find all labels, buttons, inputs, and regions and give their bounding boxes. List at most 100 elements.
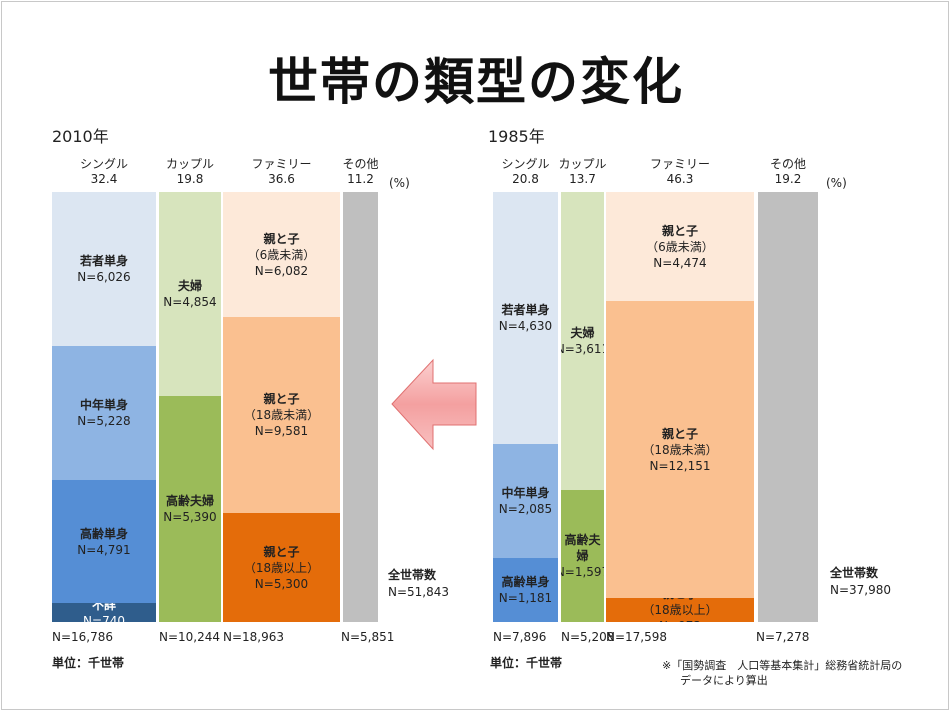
segment-count: N=973 [659,618,701,622]
bar-segment: 高齢単身 N=4,791 [52,480,156,603]
category-name: シングル [79,157,128,171]
bar-segment [758,192,818,622]
segment-subname: （18歳以上） [642,603,718,617]
segment-count: N=5,228 [77,414,131,428]
segment-name: 親と子 [661,223,698,238]
segment-subname: （18歳以上） [243,560,320,575]
grand-total-value: N=51,843 [388,585,450,599]
bar-segment: 中年単身 N=2,085 [493,444,558,558]
category-name: カップル [165,157,214,171]
bar-segment: 親と子 （6歳未満） N=4,474 [606,192,754,301]
segment-subname: （6歳未満） [247,247,316,262]
grand-total: 全世帯数 N=37,980 [830,565,891,599]
source-note-line1: ※「国勢調査 人口等基本集計」総務省統計局の [662,659,903,672]
unit-label-2010: 単位：千世帯 [52,656,125,670]
category-name: ファミリー [251,157,312,171]
bar-segment: 高齢夫婦 N=5,390 [159,396,221,622]
segment-count: N=4,854 [163,295,217,309]
category-share: 46.3 [666,172,694,186]
grand-total-value: N=37,980 [830,583,892,597]
segment-count: N=740 [83,613,125,623]
segment-count: N=4,474 [653,255,707,270]
segment-count: N=5,390 [163,510,217,524]
unit-label-1985: 単位：千世帯 [490,656,563,670]
segment-name: 親と子 [661,426,698,441]
segment-count: N=3,611 [561,342,604,356]
bar-segment: 親と子 （18歳以上） N=5,300 [223,513,340,622]
category-total: N=7,278 [756,630,810,644]
segment-name: 中年単身 [501,486,550,500]
segment-count: N=2,085 [498,502,553,516]
segment-name: 中年単身 [79,398,128,412]
category-total: N=7,896 [493,630,547,644]
segment-name: 夫婦 [570,326,595,340]
category-name: その他 [769,157,806,171]
category-name: ファミリー [649,157,710,171]
category-share: 36.6 [268,172,295,186]
category-total: N=16,786 [52,630,114,644]
segment-count: N=9,581 [254,424,309,438]
segment-name: 高齢単身 [79,526,128,541]
segment-name: 不詳 [91,603,116,612]
segment-subname: （6歳未満） [646,239,714,254]
category-name: カップル [558,157,607,171]
category-share: 19.8 [176,172,204,186]
segment-name: 親と子 [662,598,698,602]
segment-count: N=6,082 [254,263,309,278]
grand-total-label: 全世帯数 [830,566,879,580]
category-share: 32.4 [90,172,118,186]
category-share: 19.2 [774,172,802,186]
category-share: 11.2 [347,172,374,186]
bar-segment: 親と子 （6歳未満） N=6,082 [223,192,340,317]
category-share: 13.7 [569,172,596,186]
bar-segment: 親と子 （18歳未満） N=9,581 [223,317,340,513]
category-total: N=17,598 [606,630,668,644]
source-note-line2: データにより算出 [680,674,768,687]
segment-count: N=12,151 [649,458,711,473]
category-header: その他 19.2 [738,157,838,187]
bar-segment: 夫婦 N=4,854 [159,192,221,396]
category-total: N=10,244 [159,630,221,644]
bar-segment: 不詳 N=740 [52,603,156,622]
percent-unit: (%) [389,176,410,190]
segment-count: N=4,630 [498,319,553,333]
category-header: カップル 13.7 [541,157,624,187]
bar-segment: 若者単身 N=6,026 [52,192,156,346]
slide-title: 世帯の類型の変化 [268,53,684,111]
category-header: カップル 19.8 [139,157,241,187]
category-total: N=5,851 [341,630,395,644]
segment-name: 親と子 [263,544,300,559]
segment-name: 高齢単身 [501,575,550,589]
category-header: ファミリー 46.3 [586,157,774,187]
bar-segment: 高齢単身 N=1,181 [493,558,558,622]
bar-segment: 高齢夫婦 N=1,597 [561,490,604,622]
segment-name: 若者単身 [79,254,128,268]
segment-subname: （18歳未満） [243,408,320,422]
category-header: その他 11.2 [323,157,398,187]
category-name: その他 [342,157,379,171]
bar-segment: 親と子（18歳以上）N=973 [606,598,754,622]
segment-count: N=5,300 [254,576,309,591]
category-share: 20.8 [512,172,539,186]
segment-count: N=1,597 [561,565,604,579]
segment-name: 高齢夫婦 [564,533,601,563]
category-header: ファミリー 36.6 [203,157,360,187]
bar-segment: 親と子 （18歳未満） N=12,151 [606,301,754,598]
percent-unit: (%) [826,176,847,190]
year-label: 1985年 [488,127,545,146]
category-header: シングル 20.8 [473,157,578,187]
year-label: 2010年 [52,127,109,146]
segment-name: 親と子 [263,231,300,246]
segment-name: 夫婦 [177,279,202,293]
category-total: N=18,963 [223,630,285,644]
segment-name: 若者単身 [501,303,550,317]
grand-total: 全世帯数 N=51,843 [388,567,449,601]
segment-name: 親と子 [263,392,300,406]
category-header: シングル 32.4 [32,157,176,187]
bar-segment [343,192,378,622]
segment-name: 高齢夫婦 [165,494,214,508]
bar-segment: 夫婦 N=3,611 [561,192,604,490]
bar-segment: 中年単身 N=5,228 [52,346,156,480]
